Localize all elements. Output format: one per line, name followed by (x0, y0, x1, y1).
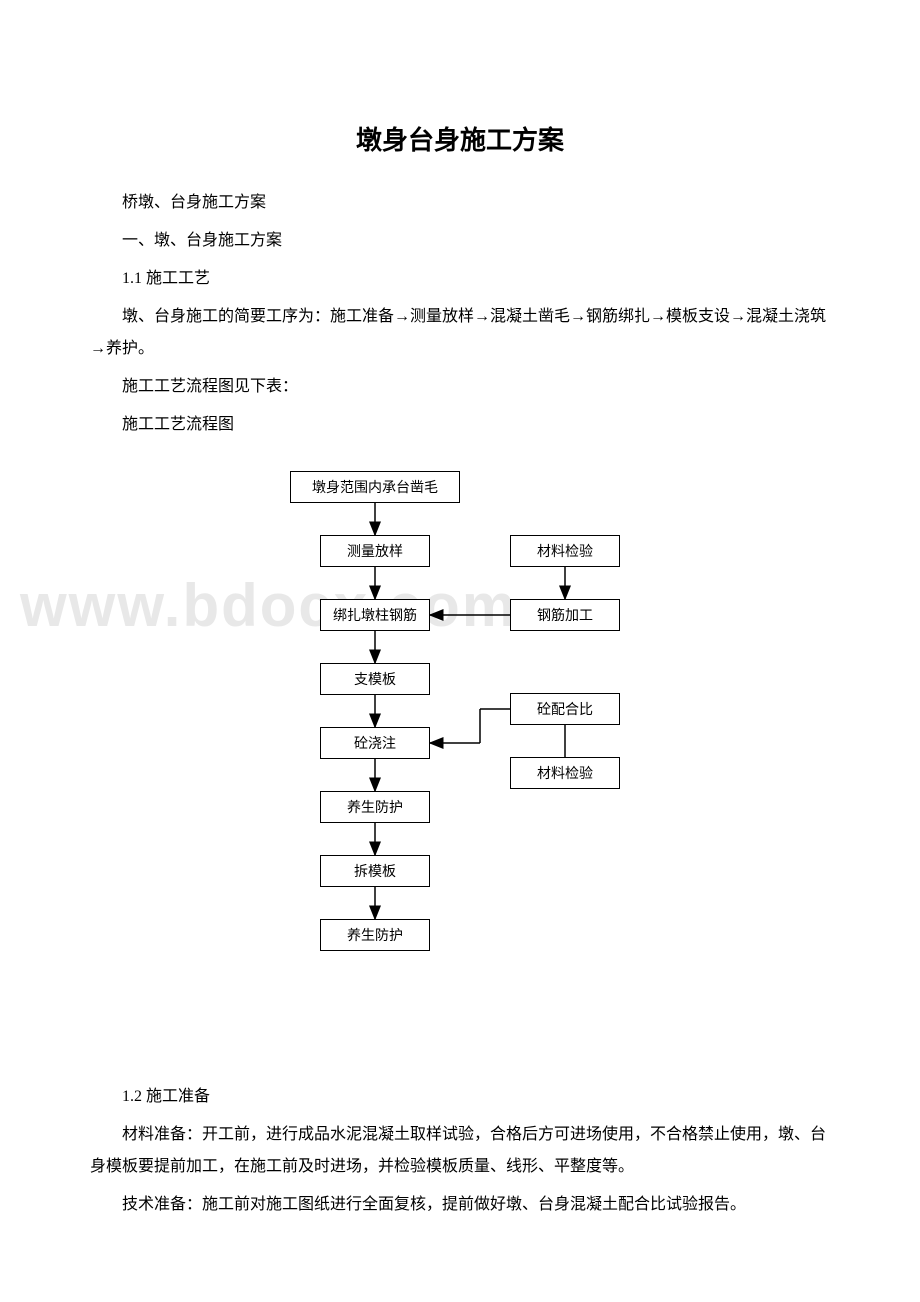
para-5: 施工工艺流程图见下表： (90, 371, 830, 403)
flowchart-node: 拆模板 (320, 855, 430, 887)
para-7: 1.2 施工准备 (90, 1081, 830, 1113)
para-6: 施工工艺流程图 (90, 409, 830, 441)
flowchart-node: 测量放样 (320, 535, 430, 567)
flowchart: www.bdocx.com 墩身范围内承台凿毛测量放样材料检验绑扎墩柱钢筋钢筋加… (220, 471, 700, 1051)
flowchart-node: 砼浇注 (320, 727, 430, 759)
para-3: 1.1 施工工艺 (90, 263, 830, 295)
para-4: 墩、台身施工的简要工序为：施工准备→测量放样→混凝土凿毛→钢筋绑扎→模板支设→混… (90, 301, 830, 365)
para-1: 桥墩、台身施工方案 (90, 187, 830, 219)
flowchart-node: 养生防护 (320, 919, 430, 951)
flowchart-node: 钢筋加工 (510, 599, 620, 631)
flowchart-node: 支模板 (320, 663, 430, 695)
para-2: 一、墩、台身施工方案 (90, 225, 830, 257)
flowchart-node: 砼配合比 (510, 693, 620, 725)
flowchart-node: 绑扎墩柱钢筋 (320, 599, 430, 631)
para-9: 技术准备：施工前对施工图纸进行全面复核，提前做好墩、台身混凝土配合比试验报告。 (90, 1189, 830, 1221)
flowchart-node: 材料检验 (510, 757, 620, 789)
para-8: 材料准备：开工前，进行成品水泥混凝土取样试验，合格后方可进场使用，不合格禁止使用… (90, 1119, 830, 1183)
flowchart-node: 养生防护 (320, 791, 430, 823)
page-title: 墩身台身施工方案 (90, 120, 830, 157)
flowchart-arrows (220, 471, 700, 1051)
flowchart-node: 墩身范围内承台凿毛 (290, 471, 460, 503)
flowchart-node: 材料检验 (510, 535, 620, 567)
